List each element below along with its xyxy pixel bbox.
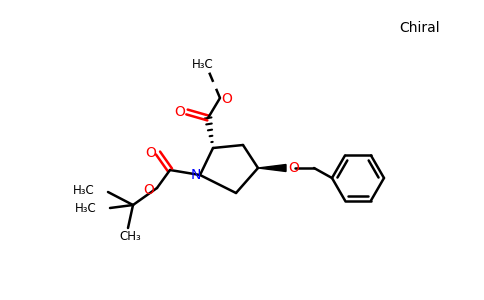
Text: H₃C: H₃C [73,184,95,196]
Text: N: N [191,168,201,182]
Text: O: O [175,105,185,119]
Text: O: O [222,92,232,106]
Polygon shape [258,164,286,172]
Text: CH₃: CH₃ [119,230,141,242]
Text: H₃C: H₃C [75,202,97,215]
Text: O: O [146,146,156,160]
Text: O: O [288,161,300,175]
Text: O: O [144,183,154,197]
Text: Chiral: Chiral [400,21,440,35]
Text: H₃C: H₃C [192,58,214,70]
